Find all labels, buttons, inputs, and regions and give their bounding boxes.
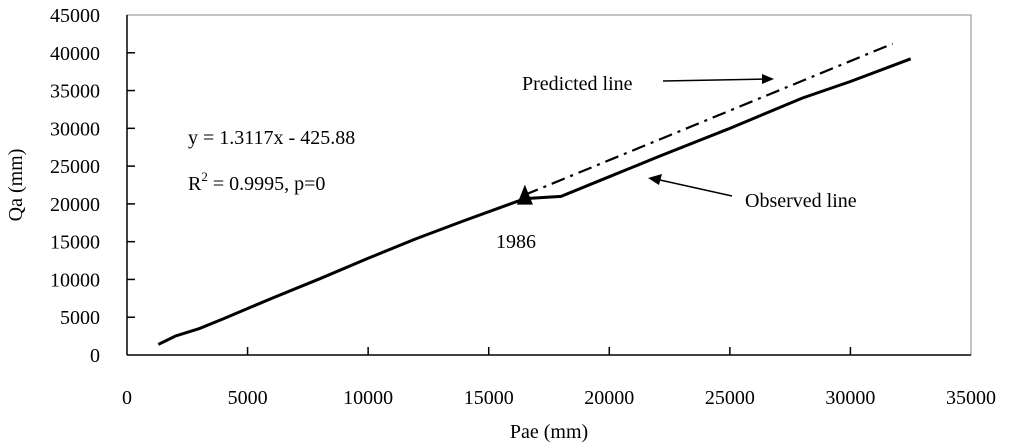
observed-line-label: Observed line (745, 190, 857, 212)
predicted-line-label: Predicted line (522, 73, 633, 95)
predicted-arrow-head (762, 74, 774, 84)
marker-1986-triangle (516, 184, 533, 205)
x-tick-label: 20000 (584, 387, 634, 409)
predicted-arrow (662, 78, 771, 82)
r-squared-label: R2 = 0.9995, p=0 (188, 169, 325, 195)
y-tick-label: 15000 (50, 232, 100, 254)
series-layer (157, 42, 912, 346)
x-tick-label: 10000 (343, 387, 393, 409)
y-tick-label: 35000 (50, 81, 100, 103)
observed-arrow (659, 179, 733, 197)
predicted-line (524, 42, 894, 196)
y-tick-label: 45000 (50, 5, 100, 27)
x-tick-label: 0 (122, 387, 132, 409)
x-axis-label: Pae (mm) (510, 421, 588, 443)
y-tick-label: 25000 (50, 156, 100, 178)
y-tick-label: 30000 (50, 118, 100, 140)
y-axis-label: Qa (mm) (5, 149, 27, 222)
y-tick-label: 0 (90, 345, 100, 367)
y-tick-label: 10000 (50, 269, 100, 291)
observed-arrow-head (648, 174, 662, 185)
x-tick-label: 30000 (825, 387, 875, 409)
x-tick-label: 5000 (228, 387, 268, 409)
x-tick-label: 35000 (946, 387, 996, 409)
marker-label: 1986 (496, 231, 536, 253)
y-tick-label: 20000 (50, 194, 100, 216)
axes: 0 5000 10000 15000 20000 25000 30000 35000 0 5000… (50, 5, 996, 409)
equation-label: y = 1.3117x - 425.88 (188, 127, 355, 149)
x-tick-label: 25000 (705, 387, 755, 409)
x-tick-label: 15000 (464, 387, 514, 409)
y-tick-label: 40000 (50, 43, 100, 65)
observed-line (157, 57, 912, 346)
y-tick-label: 5000 (60, 307, 100, 329)
